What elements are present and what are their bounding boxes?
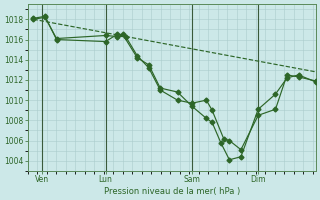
X-axis label: Pression niveau de la mer( hPa ): Pression niveau de la mer( hPa ) xyxy=(104,187,240,196)
